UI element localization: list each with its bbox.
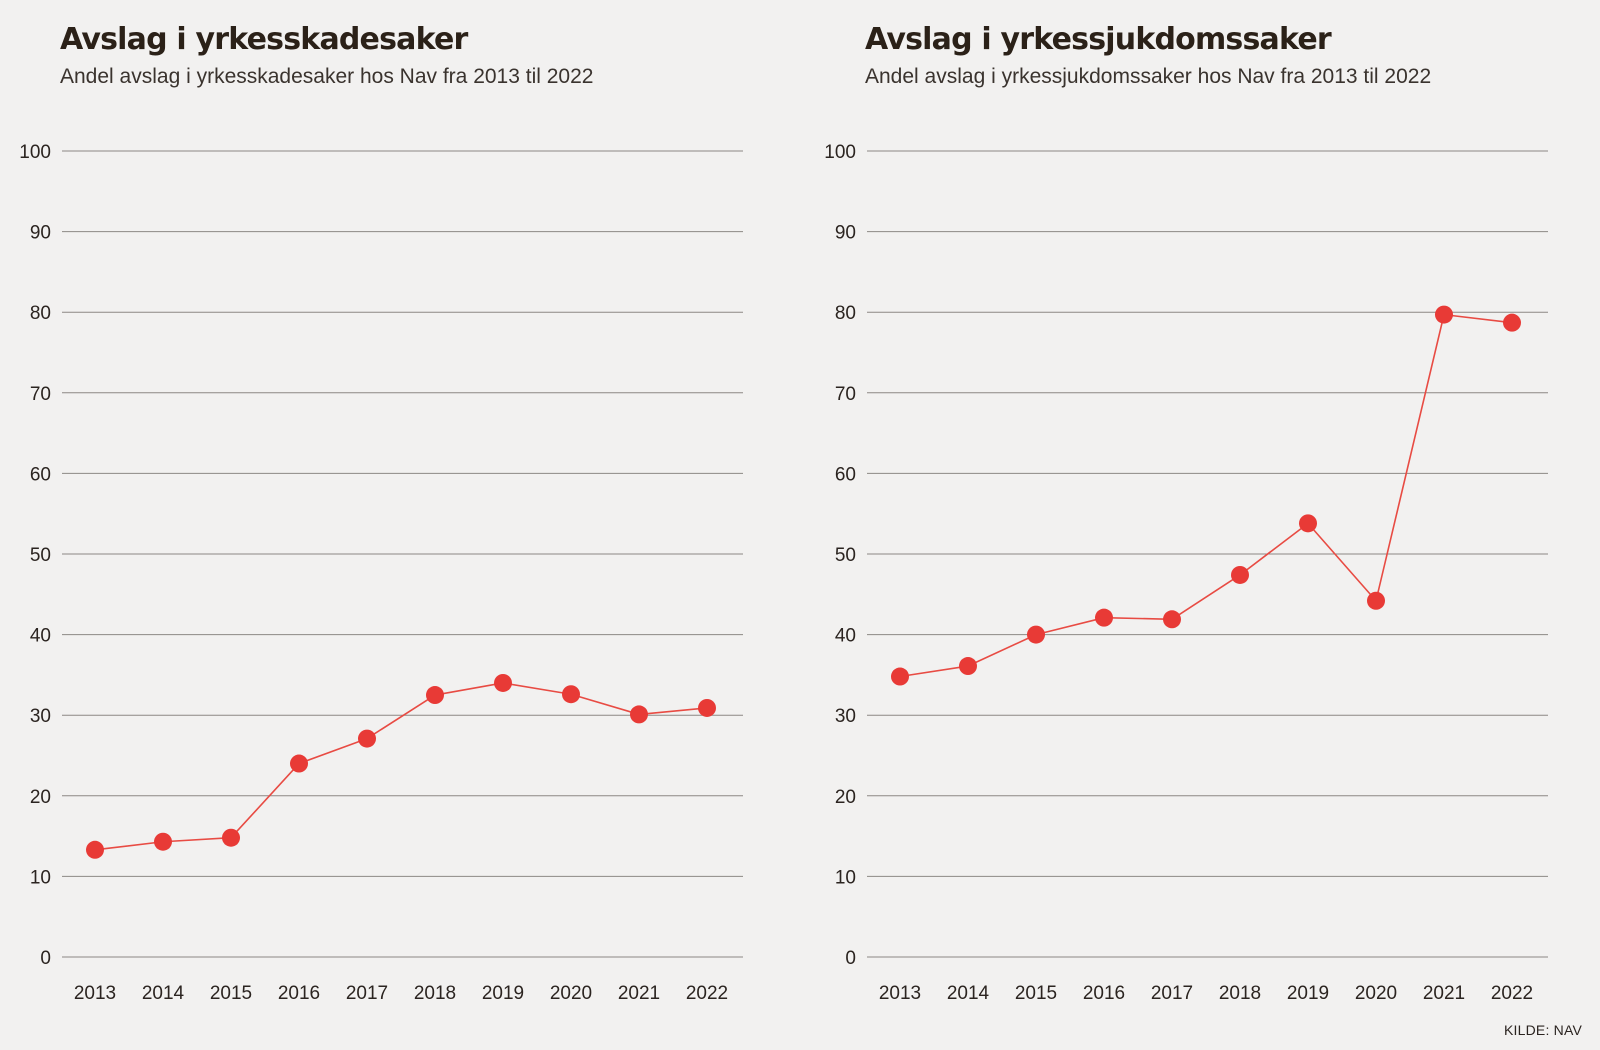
chart-subtitle: Andel avslag i yrkessjukdomssaker hos Na… [865, 65, 1432, 88]
y-tick-label-80: 80 [835, 303, 856, 324]
data-point-2017 [358, 729, 376, 748]
y-tick-label-80: 80 [30, 303, 51, 324]
x-tick-label-2018: 2018 [414, 983, 456, 1004]
x-tick-label-2022: 2022 [686, 983, 728, 1004]
gridlines [867, 150, 1548, 958]
y-tick-label-40: 40 [30, 626, 51, 647]
source-label: KILDE: NAV [1504, 1022, 1582, 1038]
x-tick-label-2015: 2015 [1015, 983, 1057, 1004]
x-axis-tick-labels: 2013 2014 2015 2016 2017 2018 2019 2020 2021 2022 [879, 983, 1533, 1004]
y-tick-label-10: 10 [30, 867, 51, 888]
y-tick-label-20: 20 [835, 787, 856, 808]
chart-subtitle: Andel avslag i yrkesskadesaker hos Nav f… [60, 65, 594, 88]
data-point-2018 [1231, 565, 1249, 584]
gridlines [62, 150, 743, 958]
x-tick-label-2015: 2015 [210, 983, 252, 1004]
data-point-2013 [891, 667, 909, 686]
x-tick-label-2013: 2013 [879, 983, 921, 1004]
data-point-2019 [1299, 514, 1317, 533]
x-axis-tick-labels: 2013 2014 2015 2016 2017 2018 2019 2020 2021 2022 [74, 983, 728, 1004]
data-point-2020 [562, 685, 580, 704]
series-points [86, 673, 716, 859]
x-tick-label-2013: 2013 [74, 983, 116, 1004]
x-tick-label-2021: 2021 [618, 983, 660, 1004]
data-point-2016 [1095, 608, 1113, 627]
chart-title: Avslag i yrkessjukdomssaker [865, 22, 1332, 57]
chart-panel-avslag-yrkesskadesaker: Avslag i yrkesskadesaker Andel avslag i … [19, 22, 743, 1004]
x-tick-label-2014: 2014 [947, 983, 990, 1004]
data-point-2013 [86, 840, 104, 859]
y-tick-label-70: 70 [30, 384, 51, 405]
y-axis-tick-labels: 0 10 20 30 40 50 60 70 80 90 100 [19, 142, 51, 969]
y-tick-label-50: 50 [30, 545, 51, 566]
data-point-2015 [222, 828, 240, 847]
data-point-2019 [494, 673, 512, 692]
data-point-2017 [1163, 610, 1181, 629]
y-tick-label-50: 50 [835, 545, 856, 566]
x-tick-label-2016: 2016 [1083, 983, 1125, 1004]
series-line [899, 313, 1513, 678]
data-point-2015 [1027, 625, 1045, 644]
y-tick-label-30: 30 [835, 706, 856, 727]
x-tick-label-2017: 2017 [346, 983, 388, 1004]
y-tick-label-20: 20 [30, 787, 51, 808]
y-tick-label-40: 40 [835, 626, 856, 647]
y-tick-label-100: 100 [824, 142, 856, 163]
x-tick-label-2016: 2016 [278, 983, 320, 1004]
data-point-2014 [959, 657, 977, 676]
x-tick-label-2020: 2020 [1355, 983, 1397, 1004]
y-axis-tick-labels: 0 10 20 30 40 50 60 70 80 90 100 [824, 142, 856, 969]
x-tick-label-2019: 2019 [482, 983, 524, 1004]
chart-panel-avslag-yrkessjukdomssaker: Avslag i yrkessjukdomssaker Andel avslag… [805, 0, 1600, 1050]
data-point-2021 [630, 705, 648, 724]
y-tick-label-100: 100 [19, 142, 51, 163]
data-point-2016 [290, 754, 308, 773]
series-points [891, 305, 1521, 686]
x-tick-label-2020: 2020 [550, 983, 592, 1004]
x-tick-label-2018: 2018 [1219, 983, 1261, 1004]
x-tick-label-2021: 2021 [1423, 983, 1465, 1004]
y-tick-label-60: 60 [835, 464, 856, 485]
y-tick-label-10: 10 [835, 867, 856, 888]
y-tick-label-30: 30 [30, 706, 51, 727]
data-point-2014 [154, 832, 172, 851]
y-tick-label-0: 0 [40, 948, 51, 969]
data-point-2018 [426, 686, 444, 705]
x-tick-label-2014: 2014 [142, 983, 185, 1004]
data-point-2021 [1435, 305, 1453, 324]
y-tick-label-60: 60 [30, 464, 51, 485]
y-tick-label-0: 0 [845, 948, 856, 969]
x-tick-label-2022: 2022 [1491, 983, 1533, 1004]
chart-title: Avslag i yrkesskadesaker [60, 22, 468, 57]
y-tick-label-90: 90 [30, 223, 51, 244]
y-tick-label-70: 70 [835, 384, 856, 405]
x-tick-label-2017: 2017 [1151, 983, 1193, 1004]
data-point-2020 [1367, 591, 1385, 610]
data-point-2022 [1503, 313, 1521, 332]
x-tick-label-2019: 2019 [1287, 983, 1329, 1004]
data-point-2022 [698, 698, 716, 717]
y-tick-label-90: 90 [835, 223, 856, 244]
series-line [94, 682, 708, 851]
